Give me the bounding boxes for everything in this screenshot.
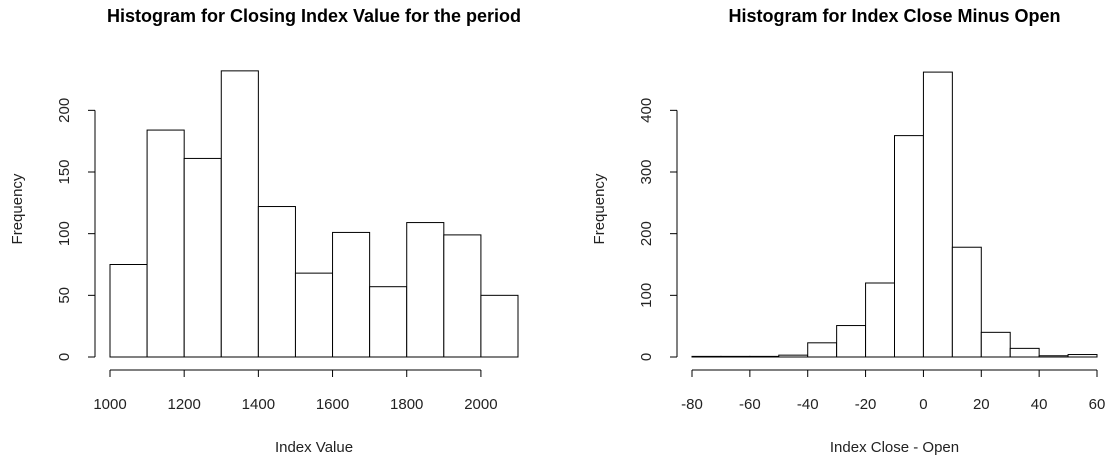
bar (1009, 347, 1040, 358)
y-axis-label: Frequency (591, 173, 608, 244)
y-tick-label: 100 (56, 221, 73, 246)
x-tick-label: 1400 (242, 396, 275, 413)
bar (369, 286, 408, 358)
y-tick-label: 400 (638, 98, 655, 123)
x-axis-label: Index Value (275, 439, 353, 456)
bar (332, 231, 371, 358)
y-tick-label: 300 (638, 159, 655, 184)
x-tick-label: 60 (1089, 396, 1106, 413)
x-tick-label: 40 (1031, 396, 1048, 413)
y-tick-label: 200 (638, 221, 655, 246)
x-tick-label: 0 (919, 396, 927, 413)
x-axis-label: Index Close - Open (830, 439, 959, 456)
chart-title: Histogram for Closing Index Value for th… (107, 6, 521, 26)
bar (894, 135, 924, 358)
bar (1067, 354, 1098, 358)
bar (865, 282, 895, 358)
y-tick-label: 100 (638, 283, 655, 308)
bar (443, 234, 482, 358)
chart-title: Histogram for Index Close Minus Open (728, 6, 1060, 26)
bar (778, 354, 809, 358)
bar (980, 331, 1011, 358)
x-tick-label: -40 (797, 396, 819, 413)
bar (691, 355, 722, 358)
bar (294, 272, 334, 358)
bar (1038, 355, 1069, 358)
bar (720, 355, 751, 358)
x-tick-label: -80 (681, 396, 703, 413)
bar (183, 157, 222, 358)
y-tick-label: 0 (638, 353, 655, 361)
x-tick-label: 1200 (167, 396, 200, 413)
y-axis-label: Frequency (9, 173, 26, 244)
x-tick-label: 20 (973, 396, 990, 413)
bar (749, 355, 780, 358)
bar (257, 206, 296, 358)
x-tick-label: -60 (739, 396, 761, 413)
y-tick-label: 50 (56, 287, 73, 304)
bar (951, 246, 982, 358)
bar (109, 264, 148, 358)
x-tick-label: 1000 (93, 396, 126, 413)
x-tick-label: -20 (855, 396, 877, 413)
bar (922, 71, 953, 358)
bar (807, 342, 838, 358)
bar (146, 129, 185, 358)
bar (406, 222, 445, 358)
y-tick-label: 150 (56, 159, 73, 184)
bar (836, 325, 867, 358)
x-tick-label: 1600 (316, 396, 349, 413)
x-tick-label: 2000 (464, 396, 497, 413)
bar (480, 294, 519, 358)
bar (220, 70, 259, 358)
y-tick-label: 0 (56, 353, 73, 361)
y-tick-label: 200 (56, 98, 73, 123)
x-tick-label: 1800 (390, 396, 423, 413)
